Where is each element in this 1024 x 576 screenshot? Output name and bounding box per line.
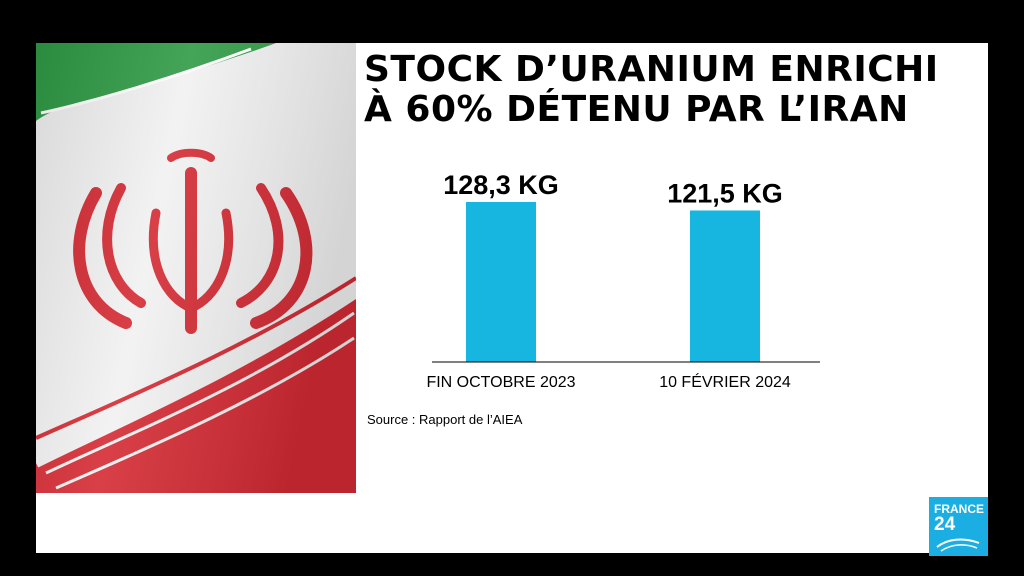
- logo-text: FRANCE: [934, 502, 984, 516]
- source-note: Source : Rapport de l’AIEA: [367, 412, 523, 427]
- category-label-1: FIN OCTOBRE 2023: [426, 374, 575, 391]
- iran-flag-icon: [36, 43, 356, 493]
- value-label-2: 121,5 KG: [667, 178, 783, 208]
- logo-number: 24: [934, 514, 956, 535]
- bar-1: [466, 202, 536, 362]
- category-label-2: 10 FÉVRIER 2024: [659, 372, 791, 391]
- bar-chart: 128,3 KG FIN OCTOBRE 2023 121,5 KG 10 FÉVRI…: [426, 170, 820, 391]
- france24-logo: FRANCE 24: [929, 497, 988, 556]
- chart-title: STOCK D’URANIUM ENRICHI À 60% DÉTENU PAR…: [364, 50, 964, 130]
- title-line-1: STOCK D’URANIUM ENRICHI: [364, 49, 939, 90]
- title-line-2: À 60% DÉTENU PAR L’IRAN: [364, 89, 909, 130]
- value-label-1: 128,3 KG: [443, 170, 559, 200]
- iran-flag-image: [36, 43, 356, 493]
- bar-2: [690, 210, 760, 362]
- logo-wave-icon: [936, 538, 980, 552]
